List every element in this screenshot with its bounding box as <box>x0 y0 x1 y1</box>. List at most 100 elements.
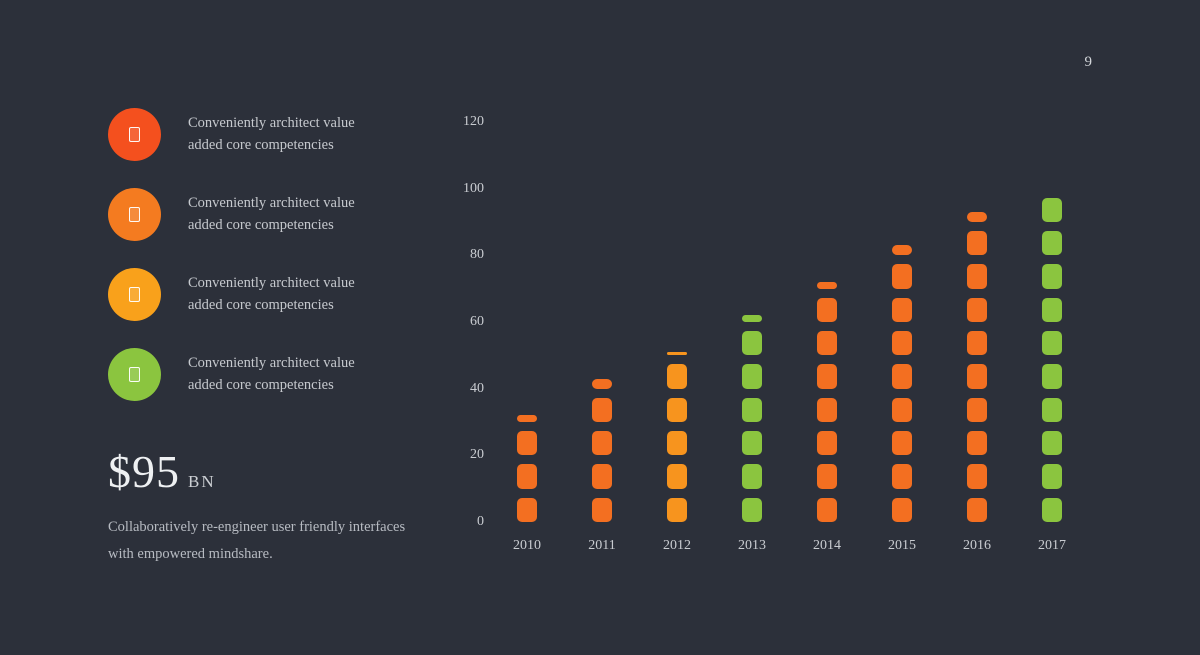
legend-text: Conveniently architect value added core … <box>188 115 355 153</box>
bar-segment <box>817 297 837 322</box>
placeholder-glyph-icon <box>129 287 140 302</box>
bar-segment <box>1042 197 1062 222</box>
x-axis-label: 2017 <box>1038 538 1066 553</box>
bar-segment <box>892 264 912 289</box>
bar-segment <box>592 397 612 422</box>
bar-2011 <box>592 122 612 522</box>
bar-segment <box>667 497 687 522</box>
bar-segment <box>1042 231 1062 256</box>
legend-item: Conveniently architect value added core … <box>108 268 438 321</box>
placeholder-glyph-icon <box>129 207 140 222</box>
bar-segment <box>892 497 912 522</box>
bar-segment <box>817 331 837 356</box>
x-axis-label: 2016 <box>963 538 991 553</box>
bar-segment <box>967 397 987 422</box>
bar-segment <box>517 431 537 456</box>
y-axis-tick: 100 <box>463 180 484 196</box>
bar-segment <box>667 464 687 489</box>
bar-2015 <box>892 122 912 522</box>
bar-segment <box>967 364 987 389</box>
bar-2010 <box>517 122 537 522</box>
placeholder-glyph-icon <box>129 127 140 142</box>
bar-segment <box>742 364 762 389</box>
page-number: 9 <box>1084 54 1093 70</box>
bar-segment <box>742 397 762 422</box>
bar-segment <box>742 464 762 489</box>
bar-segment <box>517 464 537 489</box>
bar-segment <box>892 331 912 356</box>
bar-segment <box>967 264 987 289</box>
y-axis-tick: 40 <box>470 380 484 396</box>
bar-chart: 0 20 40 60 80 100 120 2010 2011 2012 2013 2014 2015… <box>450 110 1130 580</box>
bar-segment <box>817 431 837 456</box>
bar-segment <box>1042 397 1062 422</box>
bar-segment <box>742 497 762 522</box>
bar-2013 <box>742 122 762 522</box>
y-axis-tick: 20 <box>470 447 484 463</box>
bar-segment <box>892 245 912 256</box>
bar-segment <box>1042 464 1062 489</box>
stat-unit: BN <box>188 472 216 491</box>
bar-segment <box>517 415 537 422</box>
x-axis-label: 2010 <box>513 538 541 553</box>
x-axis-label: 2015 <box>888 538 916 553</box>
x-axis-label: 2012 <box>663 538 691 553</box>
plot-area: 2010 2011 2012 2013 2014 2015 2016 2017 <box>490 122 1120 553</box>
bar-segment <box>892 297 912 322</box>
bar-segment <box>892 431 912 456</box>
legend-text: Conveniently architect value added core … <box>188 275 355 313</box>
bar-segment <box>742 431 762 456</box>
stat-block: $95 BN Collaboratively re-engineer user f… <box>108 445 438 568</box>
legend-item: Conveniently architect value added core … <box>108 188 438 241</box>
bar-segment <box>1042 364 1062 389</box>
bar-segment <box>967 431 987 456</box>
bar-segment <box>1042 331 1062 356</box>
bar-segment <box>967 497 987 522</box>
bar-2012 <box>667 122 687 522</box>
bar-2014 <box>817 122 837 522</box>
bullet-circle <box>108 108 161 161</box>
y-axis-tick: 120 <box>463 114 484 129</box>
x-axis-label: 2014 <box>813 538 841 553</box>
bar-segment <box>742 315 762 322</box>
bullet-circle <box>108 348 161 401</box>
bar-segment <box>592 378 612 389</box>
bar-segment <box>667 364 687 389</box>
bar-segment <box>967 212 987 222</box>
bar-segment <box>592 464 612 489</box>
bar-segment <box>967 297 987 322</box>
bullet-circle <box>108 188 161 241</box>
bar-segment <box>592 431 612 456</box>
bar-segment <box>817 397 837 422</box>
x-axis-label: 2011 <box>588 538 616 553</box>
bar-segment <box>592 497 612 522</box>
legend-text: Conveniently architect value added core … <box>188 355 355 393</box>
bar-segment <box>1042 264 1062 289</box>
bar-segment <box>817 497 837 522</box>
bar-segment <box>667 397 687 422</box>
legend-text: Conveniently architect value added core … <box>188 195 355 233</box>
legend-item: Conveniently architect value added core … <box>108 108 438 161</box>
y-axis-tick: 60 <box>470 314 484 329</box>
x-axis-label: 2013 <box>738 538 766 553</box>
stat-description: Collaboratively re-engineer user friendl… <box>108 519 406 562</box>
bar-segment <box>517 497 537 522</box>
bar-segment <box>1042 297 1062 322</box>
bar-segment <box>817 464 837 489</box>
bar-segment <box>967 231 987 256</box>
y-axis-tick: 80 <box>470 247 484 263</box>
bar-2017 <box>1042 122 1062 522</box>
bar-segment <box>967 331 987 356</box>
bar-segment <box>892 364 912 389</box>
legend-item: Conveniently architect value added core … <box>108 348 438 401</box>
bullet-circle <box>108 268 161 321</box>
y-axis-tick: 0 <box>477 514 484 529</box>
placeholder-glyph-icon <box>129 367 140 382</box>
bar-2016 <box>967 122 987 522</box>
left-panel: Conveniently architect value added core … <box>108 108 438 568</box>
bar-segment <box>967 464 987 489</box>
bar-segment <box>667 352 687 356</box>
bar-segment <box>1042 431 1062 456</box>
bar-segment <box>1042 497 1062 522</box>
bar-segment <box>817 364 837 389</box>
